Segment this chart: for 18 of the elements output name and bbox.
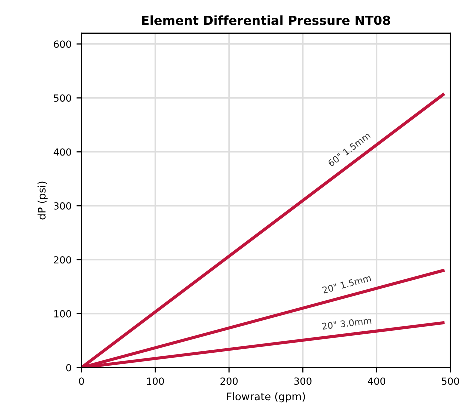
y-tick-label: 300	[54, 202, 72, 210]
y-tick-label: 600	[54, 40, 72, 48]
text: 20" 3.0mm	[322, 317, 372, 330]
y-tick-label: 0	[66, 364, 72, 372]
chart-title: Element Differential Pressure NT08	[142, 16, 390, 26]
x-tick-label: 0	[79, 378, 84, 386]
y-tick-label: 200	[54, 256, 72, 264]
y-tick-label: 500	[54, 94, 72, 102]
x-tick-label: 500	[442, 378, 460, 386]
x-tick-label: 300	[294, 378, 312, 386]
y-tick-label: 400	[54, 148, 72, 156]
x-axis-title: Flowrate (gpm)	[227, 392, 306, 403]
y-axis-title: dP (psi)	[38, 182, 48, 220]
x-tick-label: 100	[147, 378, 164, 386]
y-tick-label: 100	[54, 310, 72, 318]
x-tick-label: 200	[220, 378, 238, 386]
text: 20" 1.5mm	[322, 274, 372, 294]
x-tick-label: 400	[368, 378, 386, 386]
